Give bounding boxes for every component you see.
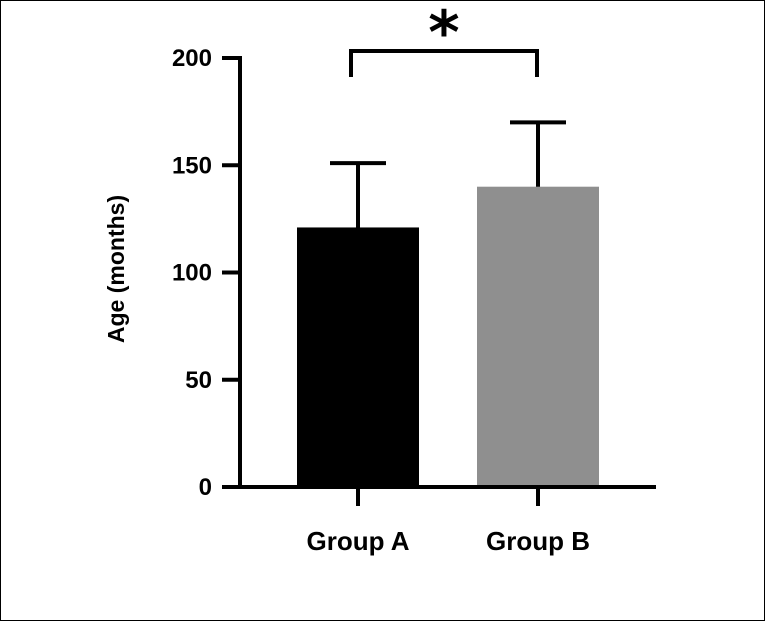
bars-layer xyxy=(297,186,599,487)
significance-layer: * xyxy=(349,1,539,77)
x-tick-label: Group B xyxy=(486,526,590,556)
significance-label: * xyxy=(428,1,459,68)
error-bars-layer xyxy=(330,120,566,228)
y-tick-label: 200 xyxy=(172,45,212,72)
y-axis-title: Age (months) xyxy=(103,195,129,343)
y-tick-label: 0 xyxy=(199,474,212,501)
y-tick-label: 150 xyxy=(172,152,212,179)
bar-group-a xyxy=(297,227,419,487)
bar-group-b xyxy=(477,186,599,487)
significance-bracket xyxy=(349,49,539,77)
x-tick-label: Group A xyxy=(306,526,409,556)
y-tick-label: 50 xyxy=(185,367,212,394)
y-ticks-layer: 0 50 100 150 200 xyxy=(172,45,240,501)
x-ticks-layer: Group A Group B xyxy=(306,487,590,556)
y-tick-label: 100 xyxy=(172,260,212,287)
